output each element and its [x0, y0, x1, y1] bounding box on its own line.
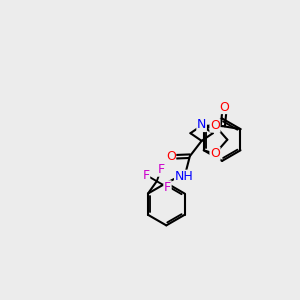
Text: F: F — [164, 181, 171, 194]
Text: NH: NH — [175, 170, 193, 183]
Text: F: F — [158, 163, 165, 176]
Text: F: F — [142, 169, 150, 182]
Text: O: O — [219, 100, 229, 113]
Text: O: O — [166, 150, 176, 163]
Text: O: O — [210, 147, 220, 160]
Text: O: O — [210, 119, 220, 132]
Text: N: N — [197, 118, 206, 131]
